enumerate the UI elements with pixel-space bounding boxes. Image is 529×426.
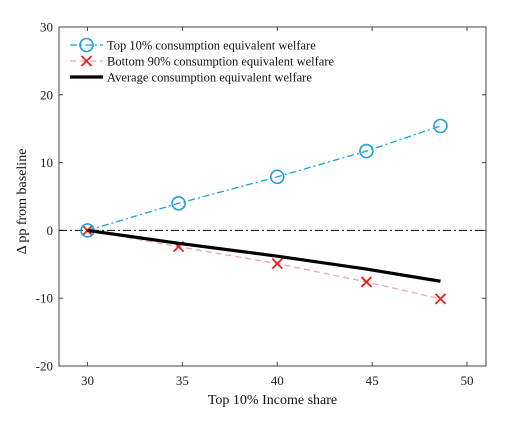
x-tick-label: 40 [271, 373, 284, 388]
circle-marker [79, 37, 94, 53]
axes: 30 35 40 45 50 30 20 10 0 -10 -20 [36, 20, 487, 388]
y-tick-label: 10 [40, 155, 53, 170]
series-group [80, 118, 448, 305]
circle-marker [359, 143, 374, 159]
legend-label: Average consumption equivalent welfare [107, 71, 312, 85]
circle-marker [171, 195, 186, 211]
legend-label: Bottom 90% consumption equivalent welfar… [107, 55, 334, 69]
x-marker [360, 276, 373, 288]
circle-marker [269, 169, 285, 185]
series-line [87, 228, 441, 283]
legend: Top 10% consumption equivalent welfare Bo… [70, 37, 334, 85]
y-tick-label: -10 [36, 291, 53, 306]
y-tick-label: -20 [36, 359, 53, 374]
legend-label: Top 10% consumption equivalent welfare [107, 39, 316, 53]
series-line [87, 125, 441, 232]
y-axis-label: Δ pp from baseline [15, 149, 30, 255]
x-tick-label: 35 [176, 373, 189, 388]
y-tick-label: 20 [40, 87, 53, 102]
x-marker [434, 293, 447, 305]
x-tick-label: 50 [461, 373, 474, 388]
plot-frame [58, 26, 487, 367]
x-marker [80, 55, 93, 67]
x-axis-label: Top 10% Income share [208, 393, 337, 408]
y-tick-label: 30 [40, 20, 53, 35]
circle-marker [433, 118, 448, 134]
series-2 [87, 228, 441, 283]
x-marker [271, 257, 283, 270]
y-tick-label: 0 [47, 223, 54, 238]
x-tick-label: 45 [366, 373, 379, 388]
x-tick-label: 30 [81, 373, 94, 388]
series-line [87, 229, 441, 300]
series-0 [80, 118, 448, 238]
